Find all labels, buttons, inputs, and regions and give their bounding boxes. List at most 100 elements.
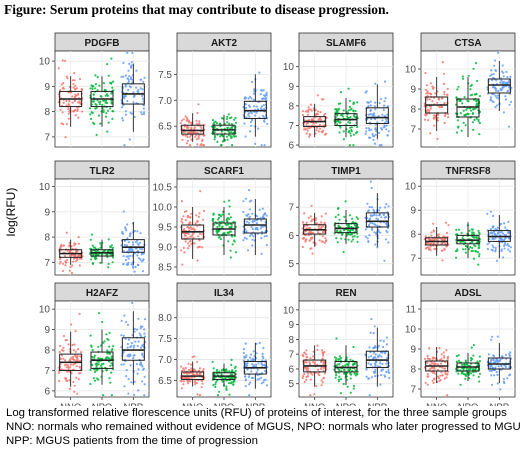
data-point-npp — [143, 375, 146, 378]
data-point-nno — [187, 362, 190, 365]
data-point-npo — [457, 85, 460, 88]
data-point-nno — [301, 221, 305, 224]
data-point-npp — [255, 105, 258, 108]
data-point-nno — [429, 242, 433, 245]
data-point-npp — [494, 250, 497, 253]
data-point-nno — [180, 200, 183, 203]
data-point-npp — [138, 332, 141, 335]
data-point-npp — [385, 362, 388, 365]
data-point-npo — [91, 111, 94, 115]
data-point-nno — [201, 246, 204, 249]
data-point-npp — [497, 365, 500, 368]
data-point-npo — [352, 238, 355, 241]
data-point-nno — [185, 210, 188, 213]
y-tick-label: 7.5 — [158, 70, 172, 81]
data-point-npp — [124, 113, 127, 116]
data-point-npp — [372, 332, 375, 335]
data-point-npo — [470, 83, 473, 86]
data-point-nno — [185, 142, 189, 145]
data-point-nno — [65, 123, 68, 126]
data-point-npo — [221, 220, 224, 223]
data-point-npp — [380, 216, 383, 219]
data-point-nno — [200, 139, 204, 143]
data-point-npp — [137, 368, 140, 371]
box-nno — [425, 347, 449, 383]
data-point-npo — [478, 380, 481, 383]
data-point-npp — [385, 124, 388, 127]
data-point-npp — [501, 64, 504, 67]
data-point-npo — [220, 130, 223, 133]
data-point-npp — [370, 318, 373, 321]
data-point-nno — [73, 99, 76, 103]
data-point-npp — [141, 94, 144, 97]
data-point-npo — [475, 102, 478, 105]
data-point-nno — [318, 239, 321, 242]
data-point-npp — [378, 101, 381, 105]
data-point-npo — [94, 258, 97, 261]
box-nno — [303, 212, 327, 247]
data-point-nno — [321, 235, 324, 238]
data-point-npo — [472, 354, 475, 357]
data-point-npo — [455, 131, 459, 134]
data-point-npp — [374, 123, 377, 126]
data-point-nno — [305, 132, 308, 135]
data-point-nno — [70, 356, 73, 359]
data-point-npp — [501, 232, 504, 235]
data-point-npo — [348, 99, 351, 102]
y-tick-label: 8 — [410, 105, 416, 116]
data-point-nno — [186, 216, 189, 219]
data-point-nno — [198, 394, 202, 397]
data-point-npo — [347, 130, 350, 133]
data-point-npo — [93, 122, 96, 126]
data-point-npo — [349, 132, 352, 135]
y-tick-label: 5 — [288, 379, 294, 390]
y-tick-label: 6 — [288, 141, 294, 152]
data-point-nno — [182, 377, 186, 380]
data-point-npp — [132, 101, 135, 104]
data-point-nno — [72, 380, 75, 384]
data-point-nno — [65, 231, 68, 234]
data-point-nno — [424, 381, 427, 384]
data-point-npp — [248, 105, 251, 108]
data-point-nno — [315, 126, 318, 129]
data-point-npp — [242, 200, 245, 203]
data-point-npp — [136, 344, 139, 348]
data-point-nno — [306, 369, 309, 372]
data-point-npo — [222, 232, 225, 235]
data-point-nno — [188, 144, 192, 147]
data-point-npo — [213, 131, 216, 134]
data-point-npo — [218, 224, 221, 227]
y-tick-label: 10 — [283, 305, 295, 316]
data-point-npo — [221, 380, 224, 383]
data-point-npo — [221, 140, 224, 143]
data-point-nno — [427, 92, 430, 95]
data-point-nno — [74, 84, 77, 87]
data-point-nno — [199, 190, 202, 193]
data-point-npo — [346, 111, 349, 114]
data-point-npo — [96, 99, 99, 102]
data-point-npo — [461, 363, 464, 366]
data-point-npp — [258, 208, 261, 211]
data-point-nno — [75, 250, 78, 253]
data-point-nno — [447, 224, 450, 227]
data-point-npp — [499, 81, 502, 84]
data-point-nno — [324, 212, 327, 215]
data-point-npp — [385, 336, 388, 339]
data-point-nno — [436, 238, 439, 241]
data-point-npp — [492, 73, 495, 76]
data-point-nno — [318, 127, 322, 130]
box-iqr — [456, 98, 480, 118]
y-tick-label: 7 — [410, 125, 416, 136]
data-point-npp — [261, 355, 264, 358]
data-point-npp — [492, 354, 495, 357]
data-point-npp — [263, 379, 266, 382]
data-point-npo — [342, 382, 345, 386]
data-point-npo — [461, 102, 464, 105]
data-point-npo — [225, 387, 228, 390]
data-point-npp — [491, 335, 494, 338]
data-point-npp — [491, 237, 494, 240]
data-point-npp — [502, 71, 505, 74]
y-tick-label: 9 — [410, 206, 416, 217]
data-point-npp — [373, 142, 376, 145]
y-tick-label: 8.5 — [158, 263, 172, 274]
